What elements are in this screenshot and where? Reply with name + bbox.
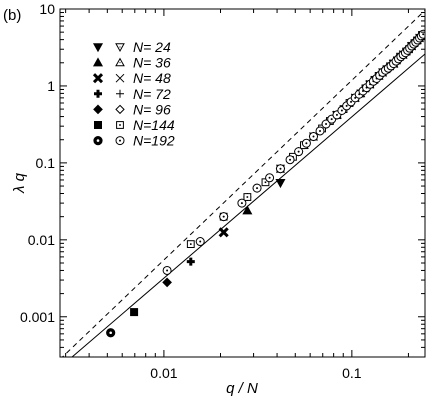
data-point-open-dot bbox=[319, 129, 322, 132]
data-point-open-dot bbox=[256, 187, 259, 190]
data-points bbox=[106, 29, 425, 338]
tick-labels: 0.01 0.1 0.001 0.01 0.1 1 10 bbox=[20, 1, 362, 381]
data-point-open-dot bbox=[330, 118, 333, 121]
data-point-open-dot bbox=[297, 150, 300, 153]
data-point-filled bbox=[218, 227, 229, 238]
axis-ticks bbox=[60, 8, 425, 358]
data-point-open-dot bbox=[199, 240, 202, 243]
x-axis-label: q / N bbox=[226, 380, 258, 397]
data-point-open-dot bbox=[240, 202, 243, 205]
data-point-open-dot bbox=[350, 100, 353, 103]
legend-marker-filled bbox=[94, 89, 102, 98]
data-point-filled bbox=[275, 179, 286, 189]
legend-label: N= 24 bbox=[133, 39, 171, 55]
legend-marker-open bbox=[115, 104, 125, 115]
legend-label: N=192 bbox=[133, 133, 175, 149]
data-point-filled bbox=[162, 277, 172, 288]
legend-marker-filled bbox=[92, 73, 104, 84]
data-point-open-dot bbox=[166, 269, 169, 272]
legend-marker-filled bbox=[92, 57, 104, 67]
data-point-filled bbox=[186, 257, 195, 266]
data-point-open-dot bbox=[422, 33, 425, 36]
reference-lines bbox=[61, 10, 425, 357]
legend-marker-open bbox=[116, 89, 124, 98]
legend-marker-filled bbox=[93, 104, 103, 115]
legend-marker-open-dot bbox=[119, 124, 121, 126]
y-tick-label: 1 bbox=[47, 78, 55, 94]
data-point-open-dot bbox=[246, 196, 249, 198]
data-point-open-dot bbox=[305, 142, 308, 145]
panel-label: (b) bbox=[3, 7, 21, 24]
legend-label: N= 36 bbox=[133, 55, 171, 71]
data-point-open-dot bbox=[325, 123, 328, 126]
data-point-open-dot bbox=[335, 113, 338, 116]
legend-marker-filled bbox=[93, 120, 102, 129]
data-point-open-dot bbox=[354, 96, 357, 99]
legend-label: N= 72 bbox=[133, 86, 171, 102]
data-point-open-dot bbox=[345, 104, 348, 107]
legend-label: N= 48 bbox=[133, 70, 171, 86]
data-point-filled-hole bbox=[109, 331, 112, 335]
y-tick-label: 10 bbox=[39, 1, 55, 17]
data-point-filled bbox=[242, 205, 253, 215]
data-point-open-dot bbox=[340, 109, 343, 112]
x-tick-label: 0.01 bbox=[150, 365, 177, 381]
legend-marker-open bbox=[115, 73, 125, 83]
reference-line-solid bbox=[71, 53, 425, 357]
data-point-open-dot bbox=[268, 176, 271, 179]
legend-label: N= 96 bbox=[133, 101, 171, 117]
x-tick-label: 0.1 bbox=[342, 365, 362, 381]
legend-label: N=144 bbox=[133, 117, 175, 133]
y-tick-label: 0.01 bbox=[28, 232, 55, 248]
y-tick-label: 0.001 bbox=[20, 309, 55, 325]
plot-frame bbox=[59, 8, 426, 358]
data-point-open-dot bbox=[289, 158, 292, 161]
y-tick-label: 0.1 bbox=[36, 155, 56, 171]
reference-line-dashed bbox=[61, 10, 425, 357]
data-point-open-dot bbox=[279, 167, 282, 170]
legend-marker-filled-hole bbox=[96, 139, 100, 142]
data-point-filled bbox=[130, 308, 139, 317]
data-point-open-dot bbox=[222, 215, 225, 218]
legend-marker-open-dot bbox=[119, 139, 121, 142]
data-point-open-dot bbox=[312, 135, 315, 138]
legend-marker-filled bbox=[92, 43, 104, 53]
data-point-open-dot bbox=[189, 243, 192, 245]
data-point-open-dot bbox=[264, 181, 267, 184]
y-axis-label: λ q bbox=[11, 172, 28, 194]
